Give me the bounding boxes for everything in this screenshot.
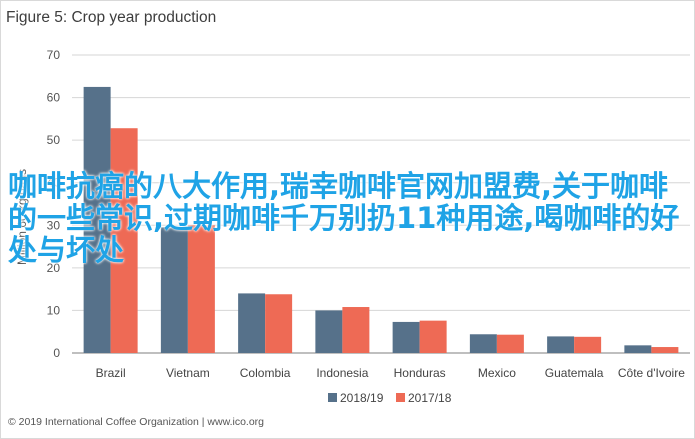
bar <box>160 227 188 353</box>
overlay-headline: 咖啡抗癌的八大作用,瑞幸咖啡官网加盟费,关于咖啡的一些常识,过期咖啡千万别扔11… <box>8 169 680 267</box>
bar <box>624 345 652 353</box>
bar <box>574 336 602 353</box>
bar <box>265 294 293 353</box>
x-tick-label: Vietnam <box>166 366 210 380</box>
copyright-footer: © 2019 International Coffee Organization… <box>8 416 264 428</box>
bar <box>315 310 343 353</box>
y-tick-label: 60 <box>47 91 61 105</box>
y-tick-label: 30 <box>47 218 61 232</box>
y-tick-label: 20 <box>47 261 61 275</box>
x-tick-label: Côte d'Ivoire <box>618 366 685 380</box>
bar <box>651 347 679 353</box>
y-tick-label: 70 <box>47 48 61 62</box>
bar <box>83 86 111 353</box>
legend-swatch <box>328 393 337 402</box>
bar <box>419 320 447 353</box>
x-tick-label: Colombia <box>240 366 291 380</box>
figure-title: Figure 5: Crop year production <box>6 9 217 26</box>
y-tick-label: 0 <box>53 346 60 360</box>
bar <box>342 307 370 353</box>
y-tick-label: 40 <box>47 176 61 190</box>
bar <box>187 225 215 353</box>
bar <box>238 293 266 353</box>
bar <box>469 334 497 353</box>
bar <box>496 334 524 353</box>
legend-swatch <box>396 393 405 402</box>
bar <box>110 128 138 353</box>
y-tick-label: 50 <box>47 133 61 147</box>
bar <box>547 336 575 353</box>
x-tick-label: Guatemala <box>545 366 604 380</box>
x-tick-label: Mexico <box>478 366 516 380</box>
x-tick-label: Honduras <box>394 366 446 380</box>
x-tick-label: Indonesia <box>316 366 368 380</box>
x-tick-label: Brazil <box>96 366 126 380</box>
legend-label: 2017/18 <box>408 391 452 405</box>
legend-label: 2018/19 <box>340 391 384 405</box>
bar <box>392 321 420 353</box>
y-tick-label: 10 <box>47 303 61 317</box>
